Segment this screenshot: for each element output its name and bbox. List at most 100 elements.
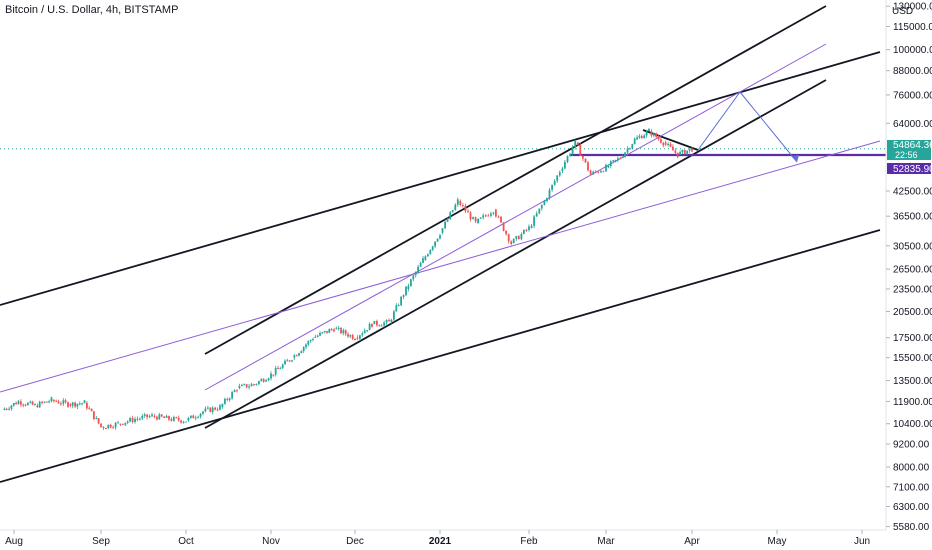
candle-body xyxy=(390,319,393,323)
candle-body xyxy=(607,166,610,168)
y-tick-label: 10400.00 xyxy=(893,419,932,430)
x-tick-label: Aug xyxy=(5,536,23,547)
candle-body xyxy=(600,171,602,173)
candle-body xyxy=(20,401,22,405)
candle-body xyxy=(669,144,672,147)
candle-body xyxy=(576,142,579,146)
candle-body xyxy=(243,384,246,386)
y-tick-label: 30500.00 xyxy=(893,241,932,252)
candle-body xyxy=(270,373,272,379)
candle-body xyxy=(284,360,286,365)
candle-body xyxy=(48,401,50,403)
candle-body xyxy=(224,399,226,404)
candle-body xyxy=(629,148,631,150)
candle-body xyxy=(579,145,582,156)
candle-body xyxy=(368,323,371,331)
candle-body xyxy=(214,407,216,410)
y-tick-label: 5580.00 xyxy=(893,522,930,533)
y-tick-label: 20500.00 xyxy=(893,307,932,318)
purple-trendline-upper xyxy=(204,43,827,391)
candle-body xyxy=(258,381,260,384)
candle-body xyxy=(302,347,305,352)
candle-body xyxy=(29,401,32,403)
level-price-label: 52835.90 xyxy=(893,164,932,175)
candle-body xyxy=(612,160,615,162)
candle-body xyxy=(530,225,533,228)
y-tick-label: 15500.00 xyxy=(893,353,932,364)
candle-body xyxy=(274,368,277,375)
candle-body xyxy=(211,407,214,412)
candle-body xyxy=(168,415,170,420)
candle-body xyxy=(64,400,67,403)
candle-body xyxy=(512,238,515,244)
candle-body xyxy=(15,403,17,405)
candle-body xyxy=(540,205,543,209)
candle-body xyxy=(86,402,88,409)
candle-body xyxy=(551,184,553,190)
candle-body xyxy=(250,384,253,387)
inner-channel-lower-line xyxy=(204,79,827,429)
candle-body xyxy=(507,234,510,242)
candle-body xyxy=(8,408,10,410)
candle-body xyxy=(134,419,136,422)
candle-body xyxy=(300,351,303,354)
candle-body xyxy=(571,147,574,154)
x-tick-label: 2021 xyxy=(429,536,452,547)
candle-body xyxy=(117,422,119,424)
candle-body xyxy=(24,404,27,406)
candlestick-series xyxy=(3,128,693,430)
candle-body xyxy=(617,158,619,160)
y-tick-label: 7100.00 xyxy=(893,482,930,493)
candle-body xyxy=(305,344,307,348)
candle-body xyxy=(307,341,310,345)
candle-body xyxy=(484,215,487,217)
candle-body xyxy=(238,386,241,389)
candle-body xyxy=(431,246,434,250)
candle-body xyxy=(182,421,185,423)
candle-body xyxy=(192,415,195,419)
y-tick-label: 36500.00 xyxy=(893,212,932,223)
candle-body xyxy=(97,418,100,424)
candle-body xyxy=(342,330,345,334)
candle-body xyxy=(371,323,373,327)
candle-body xyxy=(395,305,398,312)
candle-body xyxy=(309,340,312,342)
candle-body xyxy=(427,254,429,257)
candle-body xyxy=(293,355,296,358)
candle-body xyxy=(34,404,36,406)
candle-body xyxy=(510,241,513,244)
time-axis[interactable]: Aug Sep Oct Nov Dec 2021 Feb Mar Apr May Jun xyxy=(5,530,870,547)
candle-body xyxy=(556,175,559,181)
candle-body xyxy=(57,401,60,404)
x-tick-label: Mar xyxy=(597,536,615,547)
candle-body xyxy=(459,201,462,205)
candle-body xyxy=(156,416,158,420)
price-axis[interactable]: 130000.00 115000.00 100000.00 88000.00 76000… xyxy=(886,2,932,533)
candle-body xyxy=(385,320,388,323)
candle-body xyxy=(295,355,298,357)
candle-body xyxy=(333,329,335,332)
candle-body xyxy=(419,263,422,267)
candle-body xyxy=(90,408,93,412)
candle-body xyxy=(344,330,347,335)
candle-body xyxy=(487,215,490,217)
symbol-title[interactable]: Bitcoin / U.S. Dollar, 4h, BITSTAMP xyxy=(5,4,179,16)
candle-body xyxy=(114,422,117,428)
candle-body xyxy=(548,189,551,199)
candle-body xyxy=(589,170,592,175)
candle-body xyxy=(335,328,338,330)
projection-down-line xyxy=(739,91,798,163)
candle-body xyxy=(597,171,600,173)
candle-body xyxy=(472,217,474,220)
candle-body xyxy=(587,162,589,171)
candle-body xyxy=(561,168,564,171)
candle-body xyxy=(410,279,412,286)
candle-body xyxy=(88,408,91,410)
candle-body xyxy=(492,212,495,214)
inner-channel-upper-line xyxy=(204,5,827,355)
candle-body xyxy=(139,418,141,420)
candle-body xyxy=(652,133,655,136)
candle-body xyxy=(102,426,105,428)
candle-body xyxy=(683,150,686,155)
